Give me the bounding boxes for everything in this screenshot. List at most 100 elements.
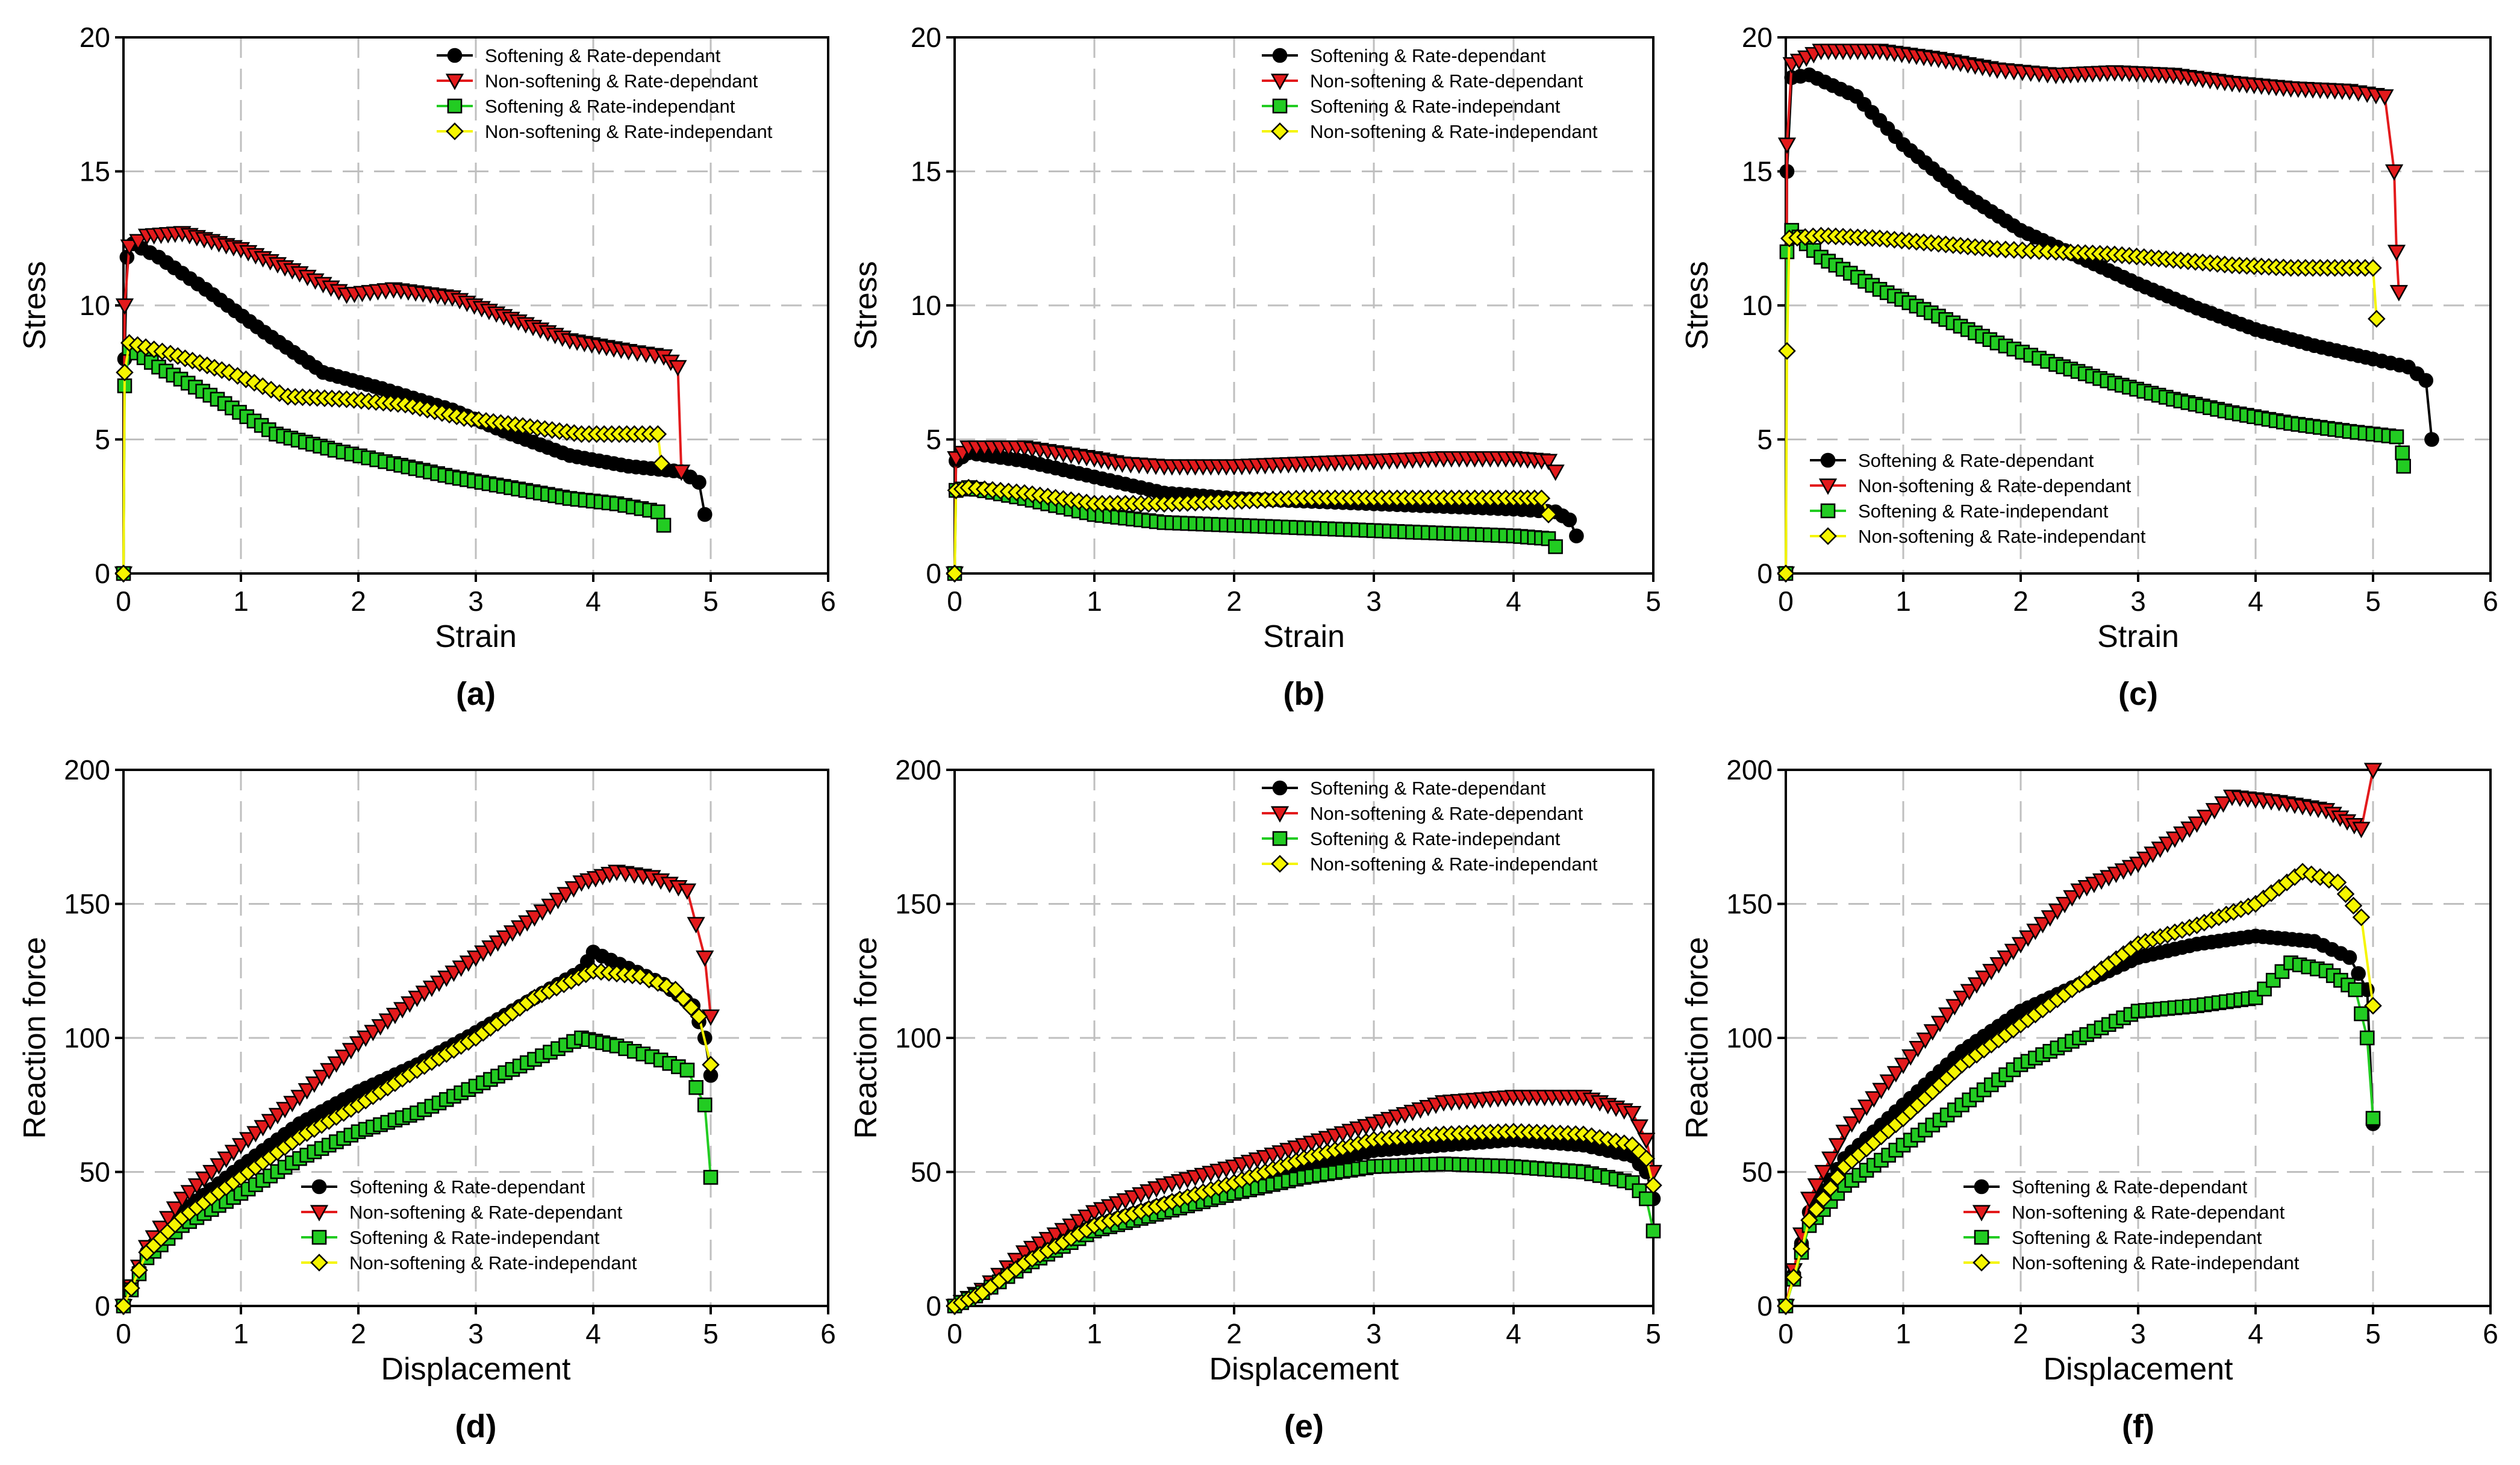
x-tick-label: 4: [2248, 1318, 2263, 1349]
legend-marker: [310, 1254, 328, 1272]
y-axis-label: Reaction force: [17, 937, 52, 1139]
data-point: [2056, 896, 2074, 914]
data-point: [180, 1185, 199, 1202]
data-point: [1645, 1223, 1661, 1239]
y-tick-label: 10: [1742, 290, 1773, 321]
x-tick-label: 3: [1366, 586, 1382, 617]
data-point: [210, 1158, 228, 1175]
y-tick-label: 0: [926, 1290, 941, 1322]
data-point: [1997, 950, 2015, 967]
data-point: [1785, 1268, 1803, 1287]
x-axis-label: Displacement: [1209, 1352, 1399, 1387]
data-point: [666, 981, 685, 999]
data-point: [679, 1063, 695, 1078]
series-4: [114, 334, 670, 583]
data-point: [549, 893, 567, 910]
data-point: [1778, 342, 1796, 360]
data-point: [2364, 258, 2382, 277]
data-point: [1938, 1007, 1957, 1024]
legend-entry: Non-softening & Rate-independant: [1858, 526, 2146, 547]
x-tick-label: 0: [116, 1318, 131, 1349]
legend-marker: [1972, 1205, 1991, 1222]
legend-marker: [1272, 780, 1288, 796]
data-point: [1953, 990, 1971, 1007]
data-point: [2344, 896, 2363, 915]
y-tick-label: 100: [64, 1022, 110, 1054]
y-tick-label: 200: [895, 754, 941, 786]
x-tick-label: 4: [1506, 586, 1521, 617]
legend-marker: [1973, 1254, 1991, 1272]
data-point: [1909, 1041, 1927, 1058]
legend-entry: Softening & Rate-independant: [2012, 1227, 2262, 1248]
x-tick-label: 5: [1645, 1318, 1661, 1349]
x-tick-label: 0: [116, 586, 131, 617]
data-point: [2396, 458, 2411, 474]
data-point: [1865, 1091, 1883, 1108]
chart-panel-f: 0 1 2 3 4 5 6 0 50 100 150 200 Displacement Reaction …: [1680, 754, 2498, 1445]
data-point: [120, 239, 139, 256]
series-4: [114, 961, 720, 1315]
data-point: [1894, 1057, 1913, 1075]
x-tick-label: 3: [2130, 586, 2146, 617]
data-point: [2363, 763, 2383, 779]
legend-marker: [1270, 806, 1290, 823]
data-point: [1989, 957, 2008, 974]
data-point: [1777, 1297, 1795, 1315]
legend-entry: Non-softening & Rate-independant: [1310, 121, 1598, 142]
x-tick-label: 2: [2013, 1318, 2029, 1349]
legend-entry: Non-softening & Rate-dependant: [2012, 1202, 2285, 1223]
x-tick-label: 2: [1226, 586, 1242, 617]
legend-entry: Softening & Rate-dependant: [485, 45, 721, 66]
data-point: [1829, 1168, 1847, 1187]
y-tick-label: 20: [911, 22, 941, 53]
legend-entry: Softening & Rate-dependant: [1310, 778, 1546, 799]
legend-marker: [1272, 98, 1288, 114]
data-point: [541, 898, 560, 916]
x-tick-label: 5: [703, 586, 719, 617]
data-point: [1901, 1049, 1920, 1066]
y-axis-label: Reaction force: [1680, 937, 1715, 1139]
data-point: [2418, 373, 2434, 388]
y-tick-label: 200: [1726, 754, 1773, 786]
data-point: [298, 1083, 316, 1100]
x-tick-label: 3: [1366, 1318, 1382, 1349]
legend-marker: [1974, 1229, 1989, 1245]
data-point: [2048, 903, 2067, 920]
legend-entry: Non-softening & Rate-independant: [485, 121, 773, 142]
data-point: [320, 1063, 338, 1079]
legend-marker: [1271, 855, 1289, 873]
data-point: [239, 1132, 258, 1149]
legend-marker: [311, 1229, 327, 1245]
data-point: [669, 360, 687, 376]
data-point: [2389, 429, 2404, 445]
x-tick-label: 4: [1506, 1318, 1521, 1349]
x-axis-label: Strain: [435, 619, 517, 654]
x-axis-label: Strain: [2097, 619, 2179, 654]
data-point: [1821, 1179, 1839, 1197]
data-point: [649, 425, 667, 443]
data-point: [682, 998, 700, 1017]
legend-marker: [1271, 122, 1289, 140]
data-point: [2197, 810, 2215, 826]
data-point: [702, 1055, 720, 1074]
data-point: [166, 1201, 184, 1218]
data-point: [2352, 822, 2371, 839]
data-point: [1630, 1119, 1648, 1136]
series-2: [1776, 43, 2409, 583]
data-point: [2041, 910, 2059, 927]
legend-entry: Softening & Rate-dependant: [349, 1176, 585, 1198]
data-point: [195, 1171, 214, 1189]
data-point: [114, 564, 133, 583]
y-tick-label: 5: [926, 424, 941, 455]
data-point: [1916, 1032, 1935, 1049]
data-point: [1974, 970, 1994, 987]
x-tick-label: 1: [233, 1318, 249, 1349]
y-tick-label: 0: [926, 558, 941, 589]
data-point: [246, 1126, 265, 1143]
series-2: [945, 1090, 1663, 1316]
y-tick-label: 0: [95, 558, 110, 589]
x-tick-label: 2: [351, 1318, 366, 1349]
data-point: [224, 1145, 243, 1161]
data-point: [1800, 1192, 1819, 1208]
